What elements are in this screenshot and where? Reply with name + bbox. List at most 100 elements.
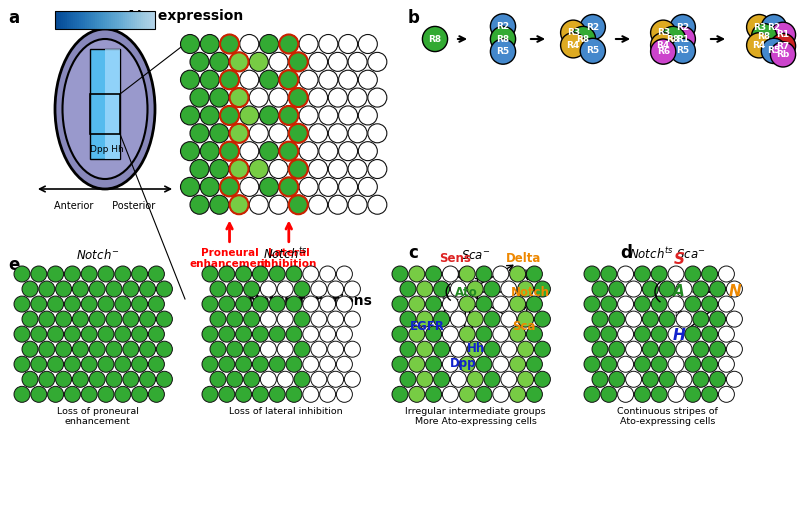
Text: A: A: [673, 285, 685, 299]
Circle shape: [400, 311, 416, 327]
Circle shape: [243, 371, 259, 387]
Text: Proneural
enhancement: Proneural enhancement: [190, 247, 270, 269]
Circle shape: [490, 39, 516, 64]
Circle shape: [328, 159, 347, 179]
Circle shape: [661, 26, 686, 51]
Circle shape: [259, 70, 278, 89]
Text: Rb: Rb: [776, 50, 790, 59]
Circle shape: [676, 371, 692, 387]
Circle shape: [235, 296, 251, 312]
Circle shape: [493, 326, 509, 342]
Circle shape: [140, 281, 156, 297]
Text: b: b: [408, 9, 420, 27]
Text: Notch: Notch: [510, 286, 550, 298]
Text: $\mathit{Notch}^{ts}$: $\mathit{Notch}^{ts}$: [263, 246, 308, 262]
Bar: [105, 49, 120, 159]
Circle shape: [240, 177, 258, 196]
Circle shape: [269, 386, 285, 402]
Circle shape: [90, 311, 106, 327]
Circle shape: [710, 281, 726, 297]
Circle shape: [702, 356, 718, 372]
Circle shape: [319, 70, 338, 89]
Circle shape: [344, 311, 361, 327]
Circle shape: [493, 356, 509, 372]
Bar: [111, 11, 113, 29]
Circle shape: [220, 142, 239, 161]
Circle shape: [250, 124, 268, 143]
Circle shape: [243, 281, 259, 297]
Circle shape: [14, 296, 30, 312]
Circle shape: [467, 311, 483, 327]
Circle shape: [210, 371, 226, 387]
Circle shape: [426, 326, 442, 342]
Circle shape: [693, 341, 709, 357]
Bar: [151, 11, 153, 29]
Bar: [147, 11, 149, 29]
Circle shape: [718, 266, 734, 282]
Circle shape: [336, 386, 353, 402]
Bar: [55, 11, 155, 29]
Circle shape: [642, 311, 658, 327]
Circle shape: [98, 296, 114, 312]
Circle shape: [718, 326, 734, 342]
Circle shape: [526, 326, 542, 342]
Circle shape: [518, 311, 534, 327]
Bar: [90, 49, 120, 159]
Text: R2: R2: [497, 22, 510, 31]
Circle shape: [426, 296, 442, 312]
Text: S: S: [674, 251, 685, 267]
Text: Hh: Hh: [466, 343, 485, 355]
Circle shape: [219, 326, 235, 342]
Circle shape: [299, 35, 318, 53]
Circle shape: [289, 124, 308, 143]
Circle shape: [294, 341, 310, 357]
Bar: [139, 11, 141, 29]
Circle shape: [718, 296, 734, 312]
Text: R6: R6: [657, 47, 670, 56]
Circle shape: [626, 281, 642, 297]
Text: R5: R5: [497, 47, 510, 56]
Circle shape: [210, 195, 229, 214]
Circle shape: [626, 341, 642, 357]
Bar: [109, 11, 111, 29]
Circle shape: [55, 311, 72, 327]
Circle shape: [467, 341, 483, 357]
Circle shape: [584, 326, 600, 342]
Circle shape: [459, 386, 475, 402]
Text: Loss of proneural
enhancement: Loss of proneural enhancement: [57, 407, 138, 426]
Bar: [129, 11, 131, 29]
Circle shape: [770, 34, 795, 59]
Circle shape: [230, 88, 249, 107]
Bar: [105, 11, 107, 29]
Circle shape: [726, 371, 742, 387]
Circle shape: [484, 311, 500, 327]
Circle shape: [64, 356, 80, 372]
Circle shape: [200, 35, 219, 53]
Circle shape: [73, 281, 89, 297]
Circle shape: [190, 195, 209, 214]
Circle shape: [55, 281, 72, 297]
Text: Loss of lateral inhibition: Loss of lateral inhibition: [229, 407, 342, 416]
Circle shape: [279, 35, 298, 53]
Circle shape: [328, 371, 344, 387]
Circle shape: [38, 341, 54, 357]
Circle shape: [220, 35, 239, 53]
Circle shape: [336, 296, 353, 312]
Circle shape: [220, 70, 239, 89]
Circle shape: [442, 356, 458, 372]
Circle shape: [368, 159, 387, 179]
Circle shape: [132, 326, 148, 342]
Circle shape: [561, 20, 586, 45]
Circle shape: [534, 371, 550, 387]
Circle shape: [459, 266, 475, 282]
Circle shape: [592, 281, 608, 297]
Bar: [55, 11, 155, 29]
Circle shape: [434, 311, 450, 327]
Circle shape: [518, 281, 534, 297]
Circle shape: [467, 281, 483, 297]
Circle shape: [30, 296, 46, 312]
Bar: [65, 11, 67, 29]
Circle shape: [320, 356, 336, 372]
Circle shape: [348, 159, 367, 179]
Circle shape: [618, 386, 634, 402]
